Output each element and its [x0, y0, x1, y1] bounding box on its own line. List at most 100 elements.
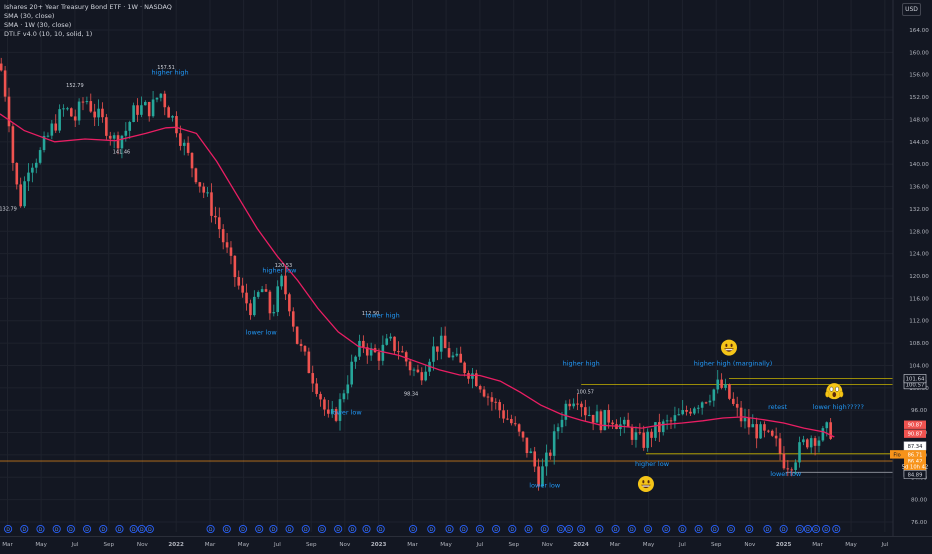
- dividend-marker[interactable]: D: [129, 524, 138, 534]
- candle-body: [677, 414, 681, 416]
- dividend-marker[interactable]: D: [255, 524, 264, 534]
- time-tick-label: May: [35, 542, 47, 548]
- dividend-marker[interactable]: D: [475, 524, 484, 534]
- marker-circle: [99, 524, 108, 534]
- dividend-marker[interactable]: D: [20, 524, 29, 534]
- marker-letter: D: [257, 527, 261, 533]
- dividend-marker[interactable]: D: [317, 524, 327, 534]
- level-price-tag: [903, 374, 927, 384]
- dividend-marker[interactable]: D: [66, 524, 75, 534]
- marker-circle: [255, 524, 264, 534]
- dividend-marker[interactable]: D: [678, 524, 687, 534]
- dividend-marker[interactable]: D: [564, 524, 574, 534]
- candle-body: [560, 419, 564, 428]
- time-tick-label: Sep: [508, 542, 519, 548]
- current-price-text: 87.34: [908, 444, 924, 450]
- candle-body: [163, 93, 167, 108]
- dividend-marker[interactable]: D: [409, 524, 418, 534]
- candle-body: [525, 437, 529, 454]
- dividend-marker[interactable]: D: [36, 524, 45, 534]
- candle-body: [486, 396, 490, 398]
- dividend-marker[interactable]: D: [137, 524, 146, 534]
- marker-circle: [556, 524, 565, 534]
- study-sma[interactable]: SMA (30, close): [4, 12, 55, 20]
- dividend-marker[interactable]: D: [427, 524, 436, 534]
- dividend-marker[interactable]: D: [508, 524, 517, 534]
- dividend-marker[interactable]: D: [83, 524, 92, 534]
- dividend-marker[interactable]: D: [822, 524, 831, 534]
- dividend-marker[interactable]: D: [795, 524, 804, 534]
- candle-body: [646, 431, 649, 448]
- dividend-marker[interactable]: D: [710, 524, 719, 534]
- study-sma-weekly[interactable]: SMA · 1W (30, close): [4, 21, 72, 29]
- dividend-marker[interactable]: D: [115, 524, 124, 534]
- candle-body: [221, 229, 225, 243]
- dividend-marker[interactable]: D: [611, 524, 620, 534]
- dividend-marker[interactable]: D: [362, 524, 371, 534]
- dividend-marker[interactable]: D: [269, 524, 278, 534]
- emoji-eye: [835, 386, 839, 392]
- candle-body: [665, 420, 669, 422]
- dividend-marker[interactable]: D: [334, 524, 343, 534]
- candle-body: [587, 414, 591, 416]
- price-axis[interactable]: 76.0080.0084.0088.0092.0096.00100.00104.…: [890, 0, 932, 538]
- dividend-marker[interactable]: D: [524, 524, 533, 534]
- dividend-marker[interactable]: D: [99, 524, 108, 534]
- candle-body: [599, 411, 603, 431]
- dividend-marker[interactable]: D: [803, 524, 813, 534]
- candle-body: [447, 348, 451, 358]
- dividend-marker[interactable]: D: [445, 524, 454, 534]
- dividend-marker[interactable]: D: [4, 524, 13, 534]
- marker-letter: D: [85, 527, 89, 533]
- dividend-marker[interactable]: D: [285, 524, 294, 534]
- marker-circle: [643, 524, 653, 534]
- candle-body: [778, 438, 782, 454]
- time-tick-label: May: [643, 542, 655, 548]
- dividend-marker[interactable]: D: [643, 524, 653, 534]
- dividend-marker[interactable]: D: [556, 524, 565, 534]
- time-axis[interactable]: Mar May Jul Sep Nov 2022 Mar May Jul Sep Nov 2023 Ma…: [0, 536, 932, 550]
- marker-letter: D: [132, 527, 136, 533]
- dividend-marker[interactable]: D: [779, 524, 788, 534]
- candle-body: [381, 344, 385, 361]
- marker-circle: [726, 524, 736, 534]
- dividend-marker[interactable]: D: [222, 524, 231, 534]
- candle-body: [27, 172, 30, 182]
- pivot-label: 141.46: [113, 150, 131, 156]
- grin-emoji-icon: [637, 475, 654, 492]
- dividend-marker[interactable]: D: [540, 524, 549, 534]
- dividend-marker[interactable]: D: [145, 524, 154, 534]
- dividend-marker[interactable]: D: [812, 524, 821, 534]
- candle-body: [179, 133, 182, 146]
- candle-body: [404, 352, 408, 362]
- dividend-marker[interactable]: D: [301, 524, 310, 534]
- dividend-marker[interactable]: D: [694, 524, 703, 534]
- currency-button[interactable]: USD: [902, 3, 921, 16]
- dividend-marker[interactable]: D: [595, 524, 604, 534]
- dividend-marker[interactable]: D: [459, 524, 468, 534]
- marker-letter: D: [806, 527, 810, 533]
- dividend-marker[interactable]: D: [726, 524, 736, 534]
- time-tick-label: Jul: [678, 542, 686, 548]
- symbol-title[interactable]: Ishares 20+ Year Treasury Bond ETF · 1W …: [4, 3, 172, 11]
- dividend-marker[interactable]: D: [832, 524, 841, 534]
- dividend-marker[interactable]: D: [627, 524, 636, 534]
- dividend-marker[interactable]: D: [238, 524, 248, 534]
- sma-30-line: [0, 113, 835, 438]
- dividend-marker[interactable]: D: [376, 524, 385, 534]
- study-dti[interactable]: DTI.F v4.0 (10, 10, solid, 1): [4, 30, 93, 38]
- dividend-marker[interactable]: D: [492, 524, 501, 534]
- dividend-marker[interactable]: D: [577, 524, 586, 534]
- dividend-marker[interactable]: D: [52, 524, 61, 534]
- candle-body: [622, 419, 626, 425]
- candle-body: [595, 411, 599, 423]
- dividend-marker[interactable]: D: [763, 524, 772, 534]
- dividend-marker[interactable]: D: [206, 524, 215, 534]
- dividend-marker[interactable]: D: [348, 524, 357, 534]
- dividend-marker[interactable]: D: [745, 524, 754, 534]
- annotation-label: lower low: [331, 409, 363, 417]
- dividend-marker[interactable]: D: [662, 524, 671, 534]
